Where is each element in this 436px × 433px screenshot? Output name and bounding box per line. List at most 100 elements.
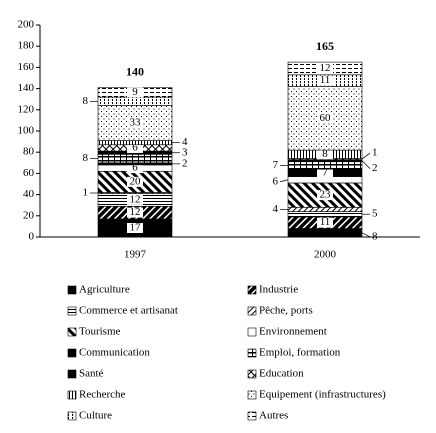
- x-tick-label: 2000: [314, 249, 337, 261]
- legend-label: Equipement (infrastructures): [259, 389, 386, 401]
- legend-label: Culture: [79, 410, 112, 422]
- label-bg: [127, 118, 143, 129]
- legend-swatch: [67, 306, 77, 316]
- value-label: 9: [132, 86, 138, 98]
- value-label: 8: [83, 95, 89, 107]
- value-label: 11: [320, 74, 331, 86]
- value-label: 5: [372, 208, 378, 220]
- value-label: 60: [320, 112, 332, 124]
- label-bg: [317, 75, 333, 86]
- label-bg: [127, 142, 143, 153]
- y-tick-label: 200: [18, 19, 35, 31]
- value-label: 8: [372, 230, 378, 242]
- legend-swatch: [247, 411, 257, 421]
- total-label: 140: [126, 64, 144, 78]
- legend-swatch: [247, 285, 257, 295]
- value-label: 8: [322, 148, 328, 160]
- value-label: 17: [130, 222, 142, 234]
- leader-line: [361, 160, 371, 169]
- y-tick-label: 160: [18, 61, 35, 73]
- legend-label: Agriculture: [79, 284, 130, 296]
- value-label: 4: [273, 203, 279, 215]
- y-tick-label: 40: [23, 188, 35, 200]
- legend-label: Communication: [79, 347, 150, 359]
- legend-label: Santé: [79, 368, 104, 380]
- value-label: 12: [130, 206, 141, 218]
- legend-label: Industrie: [259, 284, 298, 296]
- total-label: 165: [316, 39, 334, 53]
- legend-swatch: [247, 306, 257, 316]
- value-label: 7: [273, 159, 279, 171]
- y-tick-label: 60: [23, 167, 35, 179]
- value-label: 6: [132, 162, 138, 174]
- value-label: 1: [372, 147, 378, 159]
- leader-line: [361, 232, 371, 238]
- bar-segment: [287, 211, 363, 218]
- label-bg: [317, 190, 333, 201]
- label-bg: [127, 207, 143, 218]
- bar-segment: [287, 207, 363, 212]
- y-tick-label: 140: [18, 82, 35, 94]
- y-tick-label: 180: [18, 40, 35, 52]
- value-label: 3: [182, 146, 188, 158]
- label-bg: [127, 222, 143, 233]
- legend-swatch: [67, 390, 77, 400]
- value-label: 7: [322, 166, 328, 178]
- legend-swatch: [67, 369, 77, 379]
- legend-label: Commerce et artisanat: [79, 305, 178, 317]
- value-label: 33: [130, 117, 142, 129]
- legend-swatch: [67, 411, 77, 421]
- value-label: 20: [130, 175, 142, 187]
- value-label: 2: [372, 162, 378, 174]
- legend-swatch: [67, 285, 77, 295]
- bar-segment: [97, 162, 173, 166]
- legend-label: Tourisme: [79, 326, 121, 338]
- value-label: 2: [182, 157, 188, 169]
- y-tick-label: 20: [23, 209, 35, 221]
- legend-swatch: [247, 348, 257, 358]
- legend-label: Emploi, formation: [259, 347, 341, 359]
- value-label: 4: [182, 136, 188, 148]
- legend-swatch: [67, 327, 77, 337]
- leader-line: [279, 179, 289, 183]
- legend-label: Environnement: [259, 326, 327, 338]
- label-bg: [127, 176, 143, 187]
- bar-segment: [287, 161, 363, 170]
- y-tick-label: 100: [18, 125, 35, 137]
- y-tick-label: 0: [29, 231, 35, 243]
- label-bg: [317, 113, 333, 124]
- label-bg: [127, 163, 143, 174]
- value-label: 11: [320, 216, 331, 228]
- legend-swatch: [247, 390, 257, 400]
- label-bg: [317, 167, 333, 178]
- legend-swatch: [247, 327, 257, 337]
- label-bg: [317, 149, 333, 160]
- bar-segment: [287, 159, 363, 163]
- bar-segment: [97, 140, 173, 146]
- value-label: 8: [83, 152, 89, 164]
- value-label: 23: [320, 189, 332, 201]
- y-tick-label: 80: [23, 146, 35, 158]
- legend-label: Education: [259, 368, 304, 380]
- value-label: 12: [130, 193, 141, 205]
- legend-swatch: [67, 348, 77, 358]
- legend-label: Recherche: [79, 389, 126, 401]
- label-bg: [317, 63, 333, 74]
- legend-swatch: [247, 369, 257, 379]
- bar-segment: [97, 154, 173, 164]
- value-label: 1: [83, 187, 89, 199]
- label-bg: [317, 217, 333, 228]
- bar-segment: [97, 96, 173, 106]
- value-label: 6: [132, 141, 138, 153]
- label-bg: [127, 87, 143, 98]
- leader-line: [361, 152, 371, 160]
- value-label: 12: [320, 62, 331, 74]
- y-tick-label: 120: [18, 103, 35, 115]
- label-bg: [127, 194, 143, 205]
- legend-label: Autres: [259, 410, 288, 422]
- bar-segment: [287, 228, 363, 238]
- value-label: 6: [273, 175, 279, 187]
- legend-label: Pêche, ports: [259, 305, 313, 317]
- x-tick-label: 1997: [124, 249, 147, 261]
